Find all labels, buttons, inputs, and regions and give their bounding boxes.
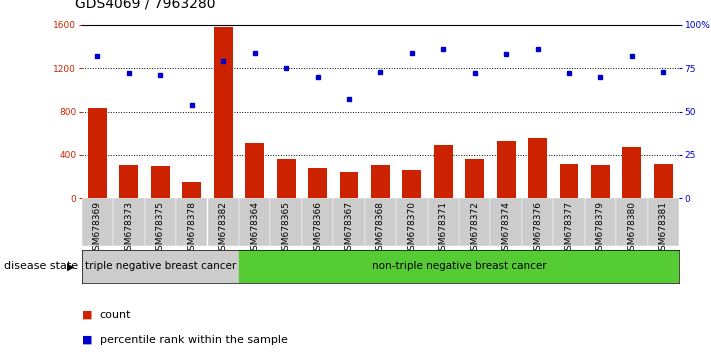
Bar bbox=[553, 198, 584, 246]
Bar bbox=[340, 172, 358, 198]
Bar bbox=[522, 198, 553, 246]
Text: GSM678364: GSM678364 bbox=[250, 201, 259, 256]
Bar bbox=[245, 143, 264, 198]
Text: GSM678370: GSM678370 bbox=[407, 201, 417, 256]
Text: ■: ■ bbox=[82, 310, 92, 320]
Bar bbox=[214, 28, 232, 198]
Bar bbox=[622, 147, 641, 198]
Text: non-triple negative breast cancer: non-triple negative breast cancer bbox=[372, 261, 546, 272]
Bar bbox=[333, 198, 365, 246]
Text: GSM678373: GSM678373 bbox=[124, 201, 134, 256]
Bar bbox=[371, 165, 390, 198]
Text: GSM678376: GSM678376 bbox=[533, 201, 542, 256]
Text: count: count bbox=[100, 310, 131, 320]
Text: ▶: ▶ bbox=[67, 261, 75, 272]
Bar bbox=[560, 164, 579, 198]
Bar bbox=[82, 250, 239, 283]
Bar bbox=[402, 170, 421, 198]
Bar bbox=[616, 198, 648, 246]
Bar bbox=[119, 165, 139, 198]
Bar bbox=[308, 168, 327, 198]
Bar bbox=[365, 198, 396, 246]
Bar bbox=[497, 141, 515, 198]
Text: GSM678368: GSM678368 bbox=[376, 201, 385, 256]
Text: disease state: disease state bbox=[4, 261, 77, 272]
Bar bbox=[151, 166, 170, 198]
Bar bbox=[427, 198, 459, 246]
Text: GSM678366: GSM678366 bbox=[313, 201, 322, 256]
Text: GSM678372: GSM678372 bbox=[470, 201, 479, 256]
Bar bbox=[176, 198, 208, 246]
Text: triple negative breast cancer: triple negative breast cancer bbox=[85, 261, 236, 272]
Bar bbox=[277, 159, 296, 198]
Text: ■: ■ bbox=[82, 335, 92, 345]
Text: GDS4069 / 7963280: GDS4069 / 7963280 bbox=[75, 0, 215, 11]
Text: GSM678371: GSM678371 bbox=[439, 201, 448, 256]
Text: GSM678381: GSM678381 bbox=[659, 201, 668, 256]
Bar bbox=[648, 198, 679, 246]
Bar bbox=[396, 198, 427, 246]
Text: GSM678365: GSM678365 bbox=[282, 201, 291, 256]
Text: GSM678375: GSM678375 bbox=[156, 201, 165, 256]
Text: GSM678377: GSM678377 bbox=[565, 201, 574, 256]
Text: GSM678374: GSM678374 bbox=[502, 201, 510, 256]
Bar bbox=[270, 198, 301, 246]
Bar bbox=[528, 138, 547, 198]
Bar bbox=[88, 108, 107, 198]
Bar bbox=[144, 198, 176, 246]
Bar bbox=[459, 198, 491, 246]
Text: percentile rank within the sample: percentile rank within the sample bbox=[100, 335, 287, 345]
Bar bbox=[491, 198, 522, 246]
Bar bbox=[434, 145, 453, 198]
Text: GSM678380: GSM678380 bbox=[627, 201, 636, 256]
Bar bbox=[182, 182, 201, 198]
Bar bbox=[82, 198, 113, 246]
Bar bbox=[654, 164, 673, 198]
Bar bbox=[239, 198, 270, 246]
Bar bbox=[208, 198, 239, 246]
Bar bbox=[113, 198, 144, 246]
Text: GSM678382: GSM678382 bbox=[219, 201, 228, 256]
Bar bbox=[591, 165, 610, 198]
Bar bbox=[239, 250, 679, 283]
Text: GSM678369: GSM678369 bbox=[93, 201, 102, 256]
Text: GSM678367: GSM678367 bbox=[344, 201, 353, 256]
Bar bbox=[465, 159, 484, 198]
Text: GSM678379: GSM678379 bbox=[596, 201, 605, 256]
Text: GSM678378: GSM678378 bbox=[187, 201, 196, 256]
Bar bbox=[302, 198, 333, 246]
Bar bbox=[584, 198, 616, 246]
